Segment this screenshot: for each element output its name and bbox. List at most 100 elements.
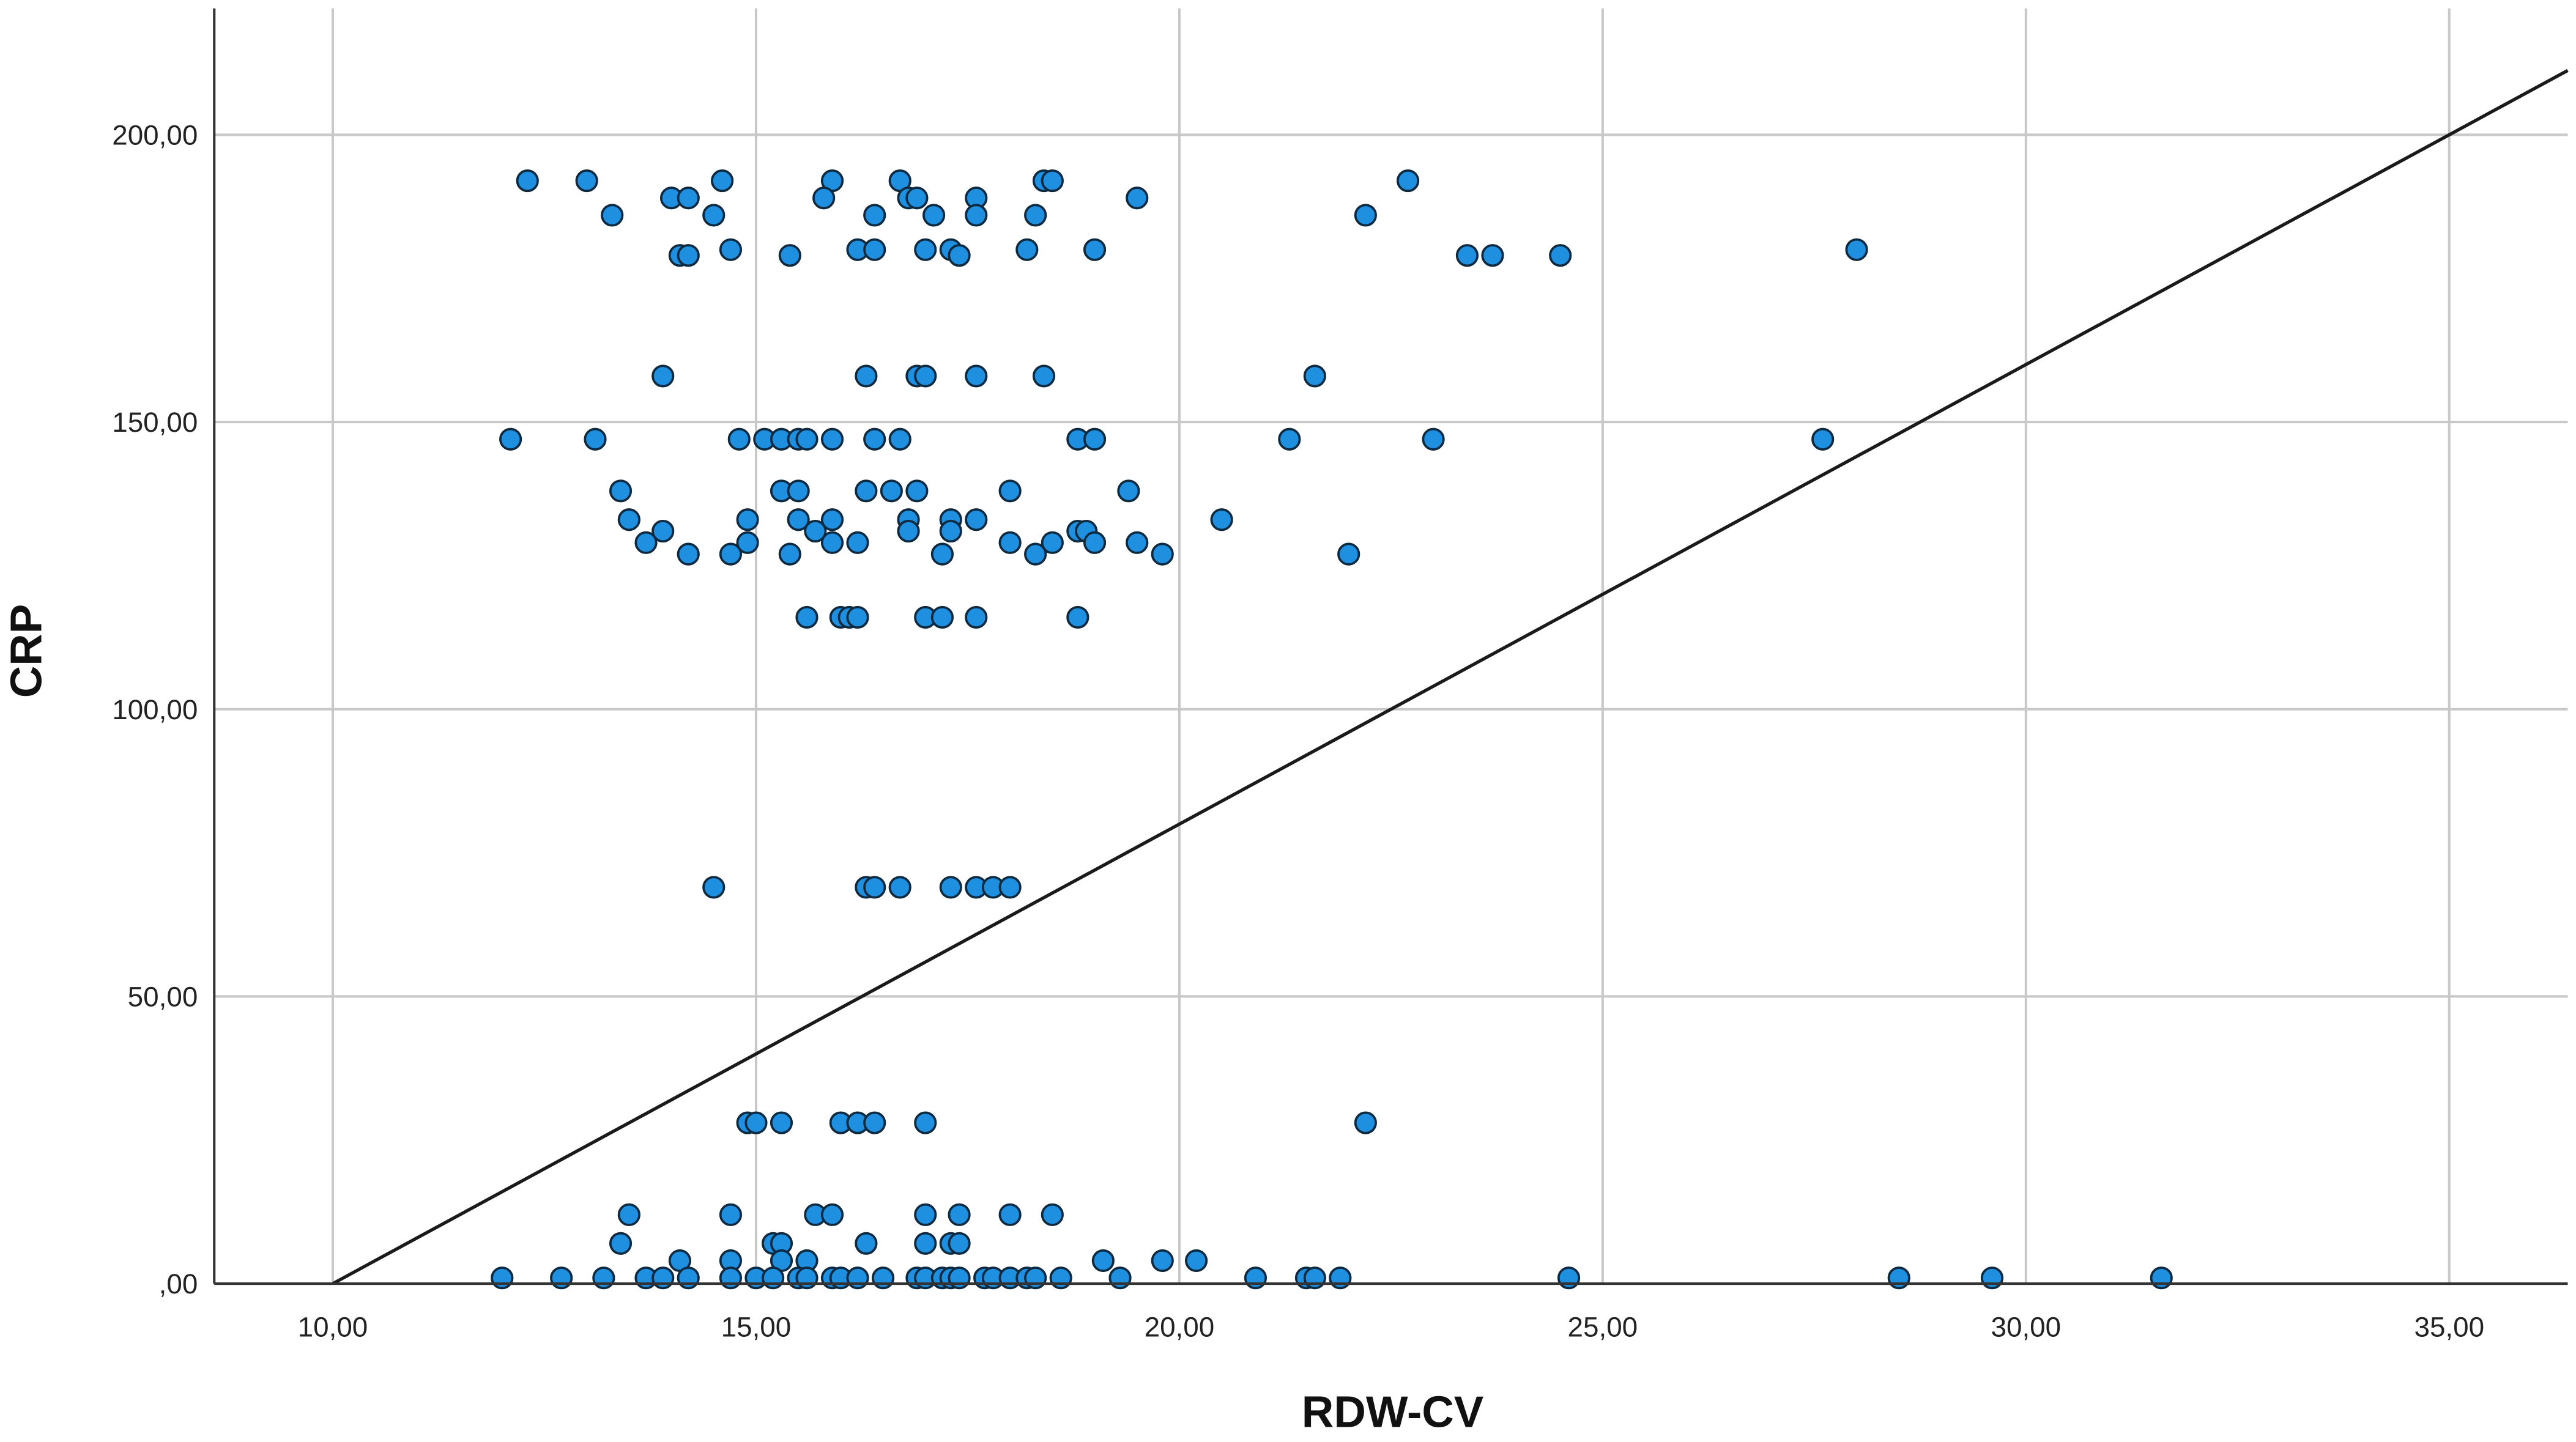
y-tick-label: 100,00 bbox=[112, 694, 198, 725]
data-point bbox=[948, 244, 971, 267]
data-point bbox=[820, 427, 844, 451]
data-point bbox=[702, 876, 726, 899]
y-axis-ticks: ,00 50,00 100,00 150,00 200,00 bbox=[112, 120, 198, 1300]
data-point bbox=[914, 238, 937, 261]
data-point bbox=[795, 605, 818, 629]
data-point bbox=[609, 1232, 633, 1255]
data-point bbox=[795, 427, 818, 451]
data-point bbox=[905, 479, 929, 503]
data-point bbox=[998, 876, 1022, 899]
data-point bbox=[1980, 1266, 2004, 1290]
data-point bbox=[905, 187, 929, 210]
x-axis-label: RDW-CV bbox=[1302, 1387, 1484, 1436]
data-point bbox=[965, 364, 988, 388]
data-point bbox=[778, 244, 801, 267]
data-point bbox=[1455, 244, 1479, 267]
data-point bbox=[914, 1111, 937, 1134]
data-point bbox=[965, 605, 988, 629]
y-tick-label: ,00 bbox=[159, 1268, 198, 1300]
data-point bbox=[880, 479, 903, 503]
data-point bbox=[1083, 531, 1107, 554]
data-point bbox=[787, 508, 810, 531]
x-tick-label: 30,00 bbox=[1991, 1311, 2062, 1342]
grid-lines bbox=[214, 8, 2568, 1285]
data-point bbox=[516, 169, 539, 193]
data-point bbox=[930, 542, 954, 566]
data-point bbox=[719, 238, 743, 261]
data-point bbox=[1151, 542, 1174, 566]
data-point bbox=[499, 427, 522, 451]
data-point bbox=[1049, 1266, 1072, 1290]
data-point bbox=[1108, 1266, 1132, 1290]
data-point bbox=[1015, 238, 1039, 261]
data-point bbox=[965, 204, 988, 227]
data-point bbox=[1481, 244, 1504, 267]
data-point bbox=[948, 1266, 971, 1290]
data-point bbox=[584, 427, 607, 451]
data-point bbox=[702, 204, 726, 227]
data-point bbox=[1041, 169, 1064, 193]
data-point bbox=[863, 204, 886, 227]
reference-line bbox=[332, 68, 2569, 1285]
data-point bbox=[998, 1203, 1022, 1226]
data-point bbox=[1303, 364, 1326, 388]
data-point bbox=[736, 508, 759, 531]
data-point bbox=[812, 187, 836, 210]
data-point bbox=[914, 364, 937, 388]
data-point bbox=[1083, 427, 1107, 451]
data-point bbox=[948, 1232, 971, 1255]
data-point bbox=[948, 1203, 971, 1226]
data-point bbox=[1032, 364, 1056, 388]
data-point bbox=[1354, 204, 1377, 227]
x-tick-label: 35,00 bbox=[2414, 1311, 2484, 1342]
data-point bbox=[1303, 1266, 1326, 1290]
data-point bbox=[634, 531, 658, 554]
data-point bbox=[1549, 244, 1572, 267]
data-point bbox=[711, 169, 734, 193]
data-point bbox=[1041, 531, 1064, 554]
data-point bbox=[651, 1266, 675, 1290]
data-point bbox=[863, 238, 886, 261]
data-point bbox=[1184, 1249, 1208, 1273]
data-point bbox=[846, 605, 869, 629]
data-point bbox=[863, 427, 886, 451]
data-point bbox=[1845, 238, 1868, 261]
data-point bbox=[677, 1266, 700, 1290]
data-point bbox=[727, 427, 751, 451]
data-point bbox=[719, 542, 743, 566]
data-point bbox=[491, 1266, 514, 1290]
data-point bbox=[677, 187, 700, 210]
data-point bbox=[719, 1266, 743, 1290]
data-point bbox=[1210, 508, 1233, 531]
data-point bbox=[820, 1203, 844, 1226]
x-tick-label: 25,00 bbox=[1568, 1311, 1638, 1342]
data-points bbox=[491, 169, 2173, 1290]
data-point bbox=[1041, 1203, 1064, 1226]
data-point bbox=[888, 427, 911, 451]
data-point bbox=[855, 364, 878, 388]
data-point bbox=[677, 244, 700, 267]
data-point bbox=[855, 479, 878, 503]
data-point bbox=[744, 1111, 768, 1134]
data-point bbox=[677, 542, 700, 566]
data-point bbox=[820, 508, 844, 531]
data-point bbox=[998, 479, 1022, 503]
y-tick-label: 150,00 bbox=[112, 407, 198, 438]
data-point bbox=[1151, 1249, 1174, 1273]
y-tick-label: 50,00 bbox=[128, 982, 198, 1013]
y-axis-label: CRP bbox=[1, 604, 51, 698]
data-point bbox=[609, 479, 633, 503]
data-point bbox=[1083, 238, 1107, 261]
data-point bbox=[1117, 479, 1140, 503]
data-point bbox=[575, 169, 598, 193]
x-tick-label: 15,00 bbox=[721, 1311, 792, 1342]
data-point bbox=[965, 508, 988, 531]
y-tick-label: 200,00 bbox=[112, 120, 198, 151]
data-point bbox=[795, 1266, 818, 1290]
data-point bbox=[1887, 1266, 1910, 1290]
data-point bbox=[1422, 427, 1445, 451]
data-point bbox=[846, 1266, 869, 1290]
data-point bbox=[1024, 1266, 1047, 1290]
data-point bbox=[804, 519, 827, 543]
